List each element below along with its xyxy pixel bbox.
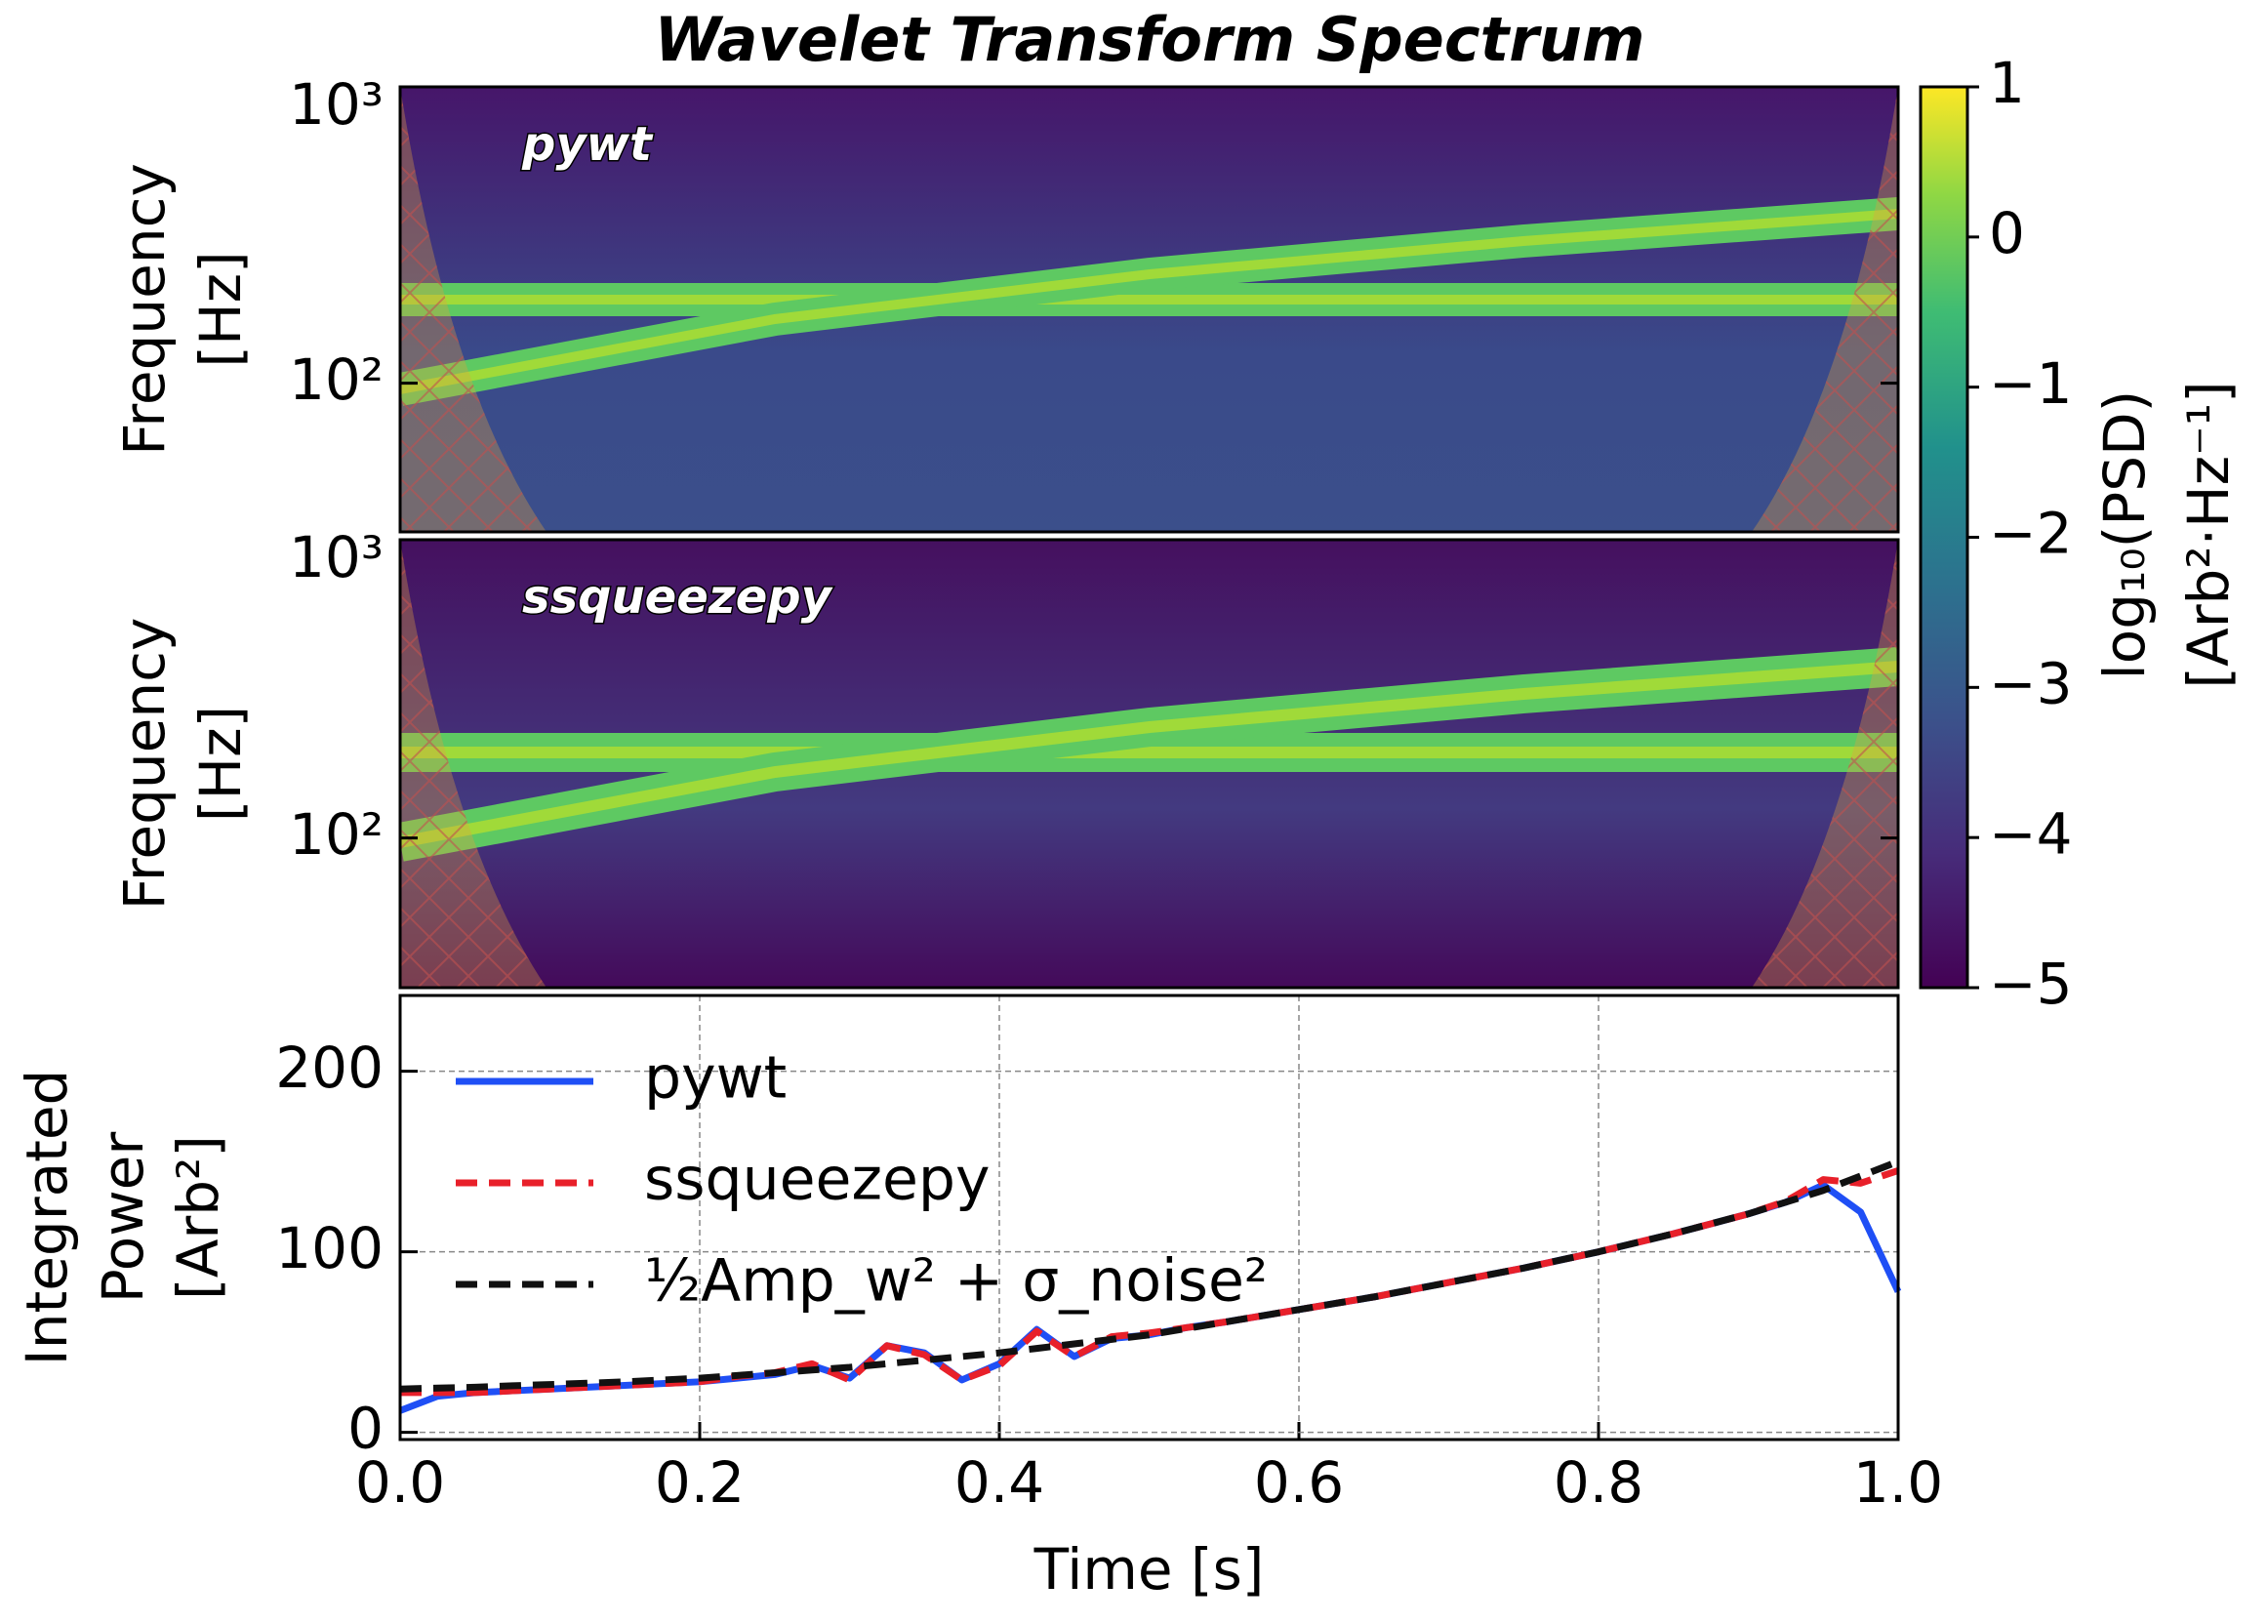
colorbar-tick-label: 1 — [1989, 50, 2025, 116]
x-tick-label: 0.8 — [1554, 1449, 1643, 1516]
colorbar-label: log₁₀(PSD) — [2091, 390, 2158, 680]
y-tick-label: 10² — [289, 801, 384, 868]
series-line — [400, 1167, 1900, 1397]
x-tick-label: 0.4 — [954, 1449, 1044, 1516]
spectrogram-pywt — [400, 87, 1898, 532]
y-axis-label: Frequency — [111, 618, 178, 911]
panel-frame — [398, 85, 1900, 534]
colorbar-tick-label: −4 — [1989, 800, 2073, 867]
colorbar-tick-label: −1 — [1989, 350, 2073, 417]
y-axis-label: [Arb²] — [165, 1135, 231, 1300]
legend-label: ssqueezepy — [644, 1146, 990, 1214]
y-tick-label: 100 — [275, 1215, 384, 1281]
series-line — [399, 1157, 1900, 1393]
colorbar-tick-label: 0 — [1989, 200, 2025, 266]
x-tick-label: 0.6 — [1254, 1449, 1344, 1516]
panel-label: pywt — [521, 117, 654, 172]
x-axis-label: Time [s] — [1033, 1536, 1265, 1603]
panel-label: ssqueezepy — [522, 570, 833, 625]
y-tick-label: 200 — [275, 1035, 384, 1101]
legend-label: pywt — [644, 1044, 787, 1113]
y-tick-label: 10³ — [289, 71, 384, 138]
colorbar-tick-label: −2 — [1989, 501, 2073, 567]
y-tick-label: 10² — [289, 346, 384, 413]
y-axis-label: [Hz] — [187, 251, 254, 367]
y-tick-label: 0 — [347, 1396, 384, 1462]
y-tick-label: 10³ — [289, 524, 384, 590]
x-tick-label: 1.0 — [1853, 1449, 1943, 1516]
y-axis-label: Frequency — [111, 163, 178, 456]
panel-frame — [398, 994, 1900, 1441]
colorbar-tick-label: −3 — [1989, 650, 2073, 716]
x-tick-label: 0.0 — [355, 1449, 445, 1516]
colorbar-label: [Arb²·Hz⁻¹] — [2175, 381, 2242, 688]
colorbar-tick-label: −5 — [1989, 951, 2073, 1017]
legend-label: ½Amp_w² + σ_noise² — [644, 1247, 1268, 1316]
y-axis-label: [Hz] — [187, 706, 254, 822]
chart-title: Wavelet Transform Spectrum — [654, 4, 1644, 75]
spectrogram-ssqueezepy — [400, 540, 1898, 988]
y-axis-label: Integrated — [14, 1070, 80, 1366]
x-tick-label: 0.2 — [655, 1449, 745, 1516]
y-axis-label: Power — [90, 1132, 156, 1304]
panel-frame — [398, 538, 1900, 990]
colorbar — [1919, 85, 1969, 990]
